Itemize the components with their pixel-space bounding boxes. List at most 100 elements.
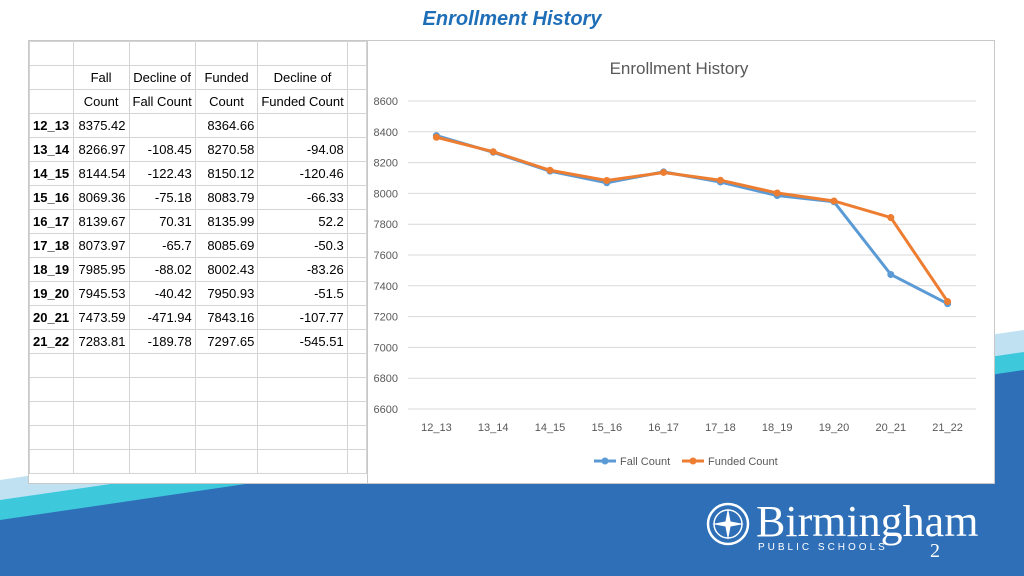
table-row: 16_17 8139.67 70.31 8135.99 52.2 [29,209,367,234]
header-fall-count: Count [72,89,130,114]
table-row: 18_19 7985.95 -88.02 8002.43 -83.26 [29,257,367,282]
header-decline-funded: Decline of [257,65,348,90]
cell-funded-decline: -83.26 [257,257,348,282]
chart-series [432,132,952,308]
y-tick-label: 8000 [374,188,398,200]
row-label: 17_18 [29,233,74,258]
row-label: 19_20 [29,281,74,306]
cell-funded: 8135.99 [194,209,259,234]
header-funded-count-decline: Funded Count [257,89,348,114]
table-blank-row [29,401,367,426]
cell-funded: 8002.43 [194,257,259,282]
table-row: 17_18 8073.97 -65.7 8085.69 -50.3 [29,233,367,258]
table-row: 15_16 8069.36 -75.18 8083.79 -66.33 [29,185,367,210]
table-header-row-2: Count Fall Count Count Funded Count [29,89,367,114]
row-label: 16_17 [29,209,74,234]
birmingham-logo: Birmingham PUBLIC SCHOOLS [704,497,1014,564]
cell-funded: 8270.58 [194,137,259,162]
data-point [660,168,668,176]
table-row: 12_13 8375.42 8364.66 [29,113,367,138]
chart-panel: Enrollment History 6600 6800 7000 7200 7400 7… [367,40,995,484]
cell-fall-decline: -40.42 [128,281,196,306]
enrollment-line-chart: Enrollment History 6600 6800 7000 7200 7400 7… [374,59,976,468]
y-tick-label: 8400 [374,127,398,139]
y-tick-label: 7200 [374,312,398,324]
cell-funded-decline [257,113,348,138]
slide-title: Enrollment History [422,8,602,30]
data-point [887,214,895,222]
legend-marker [689,457,697,465]
data-point [603,176,611,184]
data-point [773,189,781,197]
y-tick-label: 7600 [374,250,398,262]
y-tick-label: 6800 [374,373,398,385]
cell-funded: 8085.69 [194,233,259,258]
cell-fall: 7473.59 [72,305,130,330]
cell-fall-decline: -108.45 [128,137,196,162]
chart-title: Enrollment History [610,59,749,78]
cell-fall: 8139.67 [72,209,130,234]
x-axis-ticks: 12_13 13_14 14_15 15_16 16_17 17_18 18_19 19_20… [421,422,963,434]
cell-fall: 8073.97 [72,233,130,258]
cell-fall: 8266.97 [72,137,130,162]
header-fall-count-decline: Fall Count [128,89,196,114]
cell-fall-decline: -88.02 [128,257,196,282]
data-point [432,133,440,141]
row-label: 21_22 [29,329,74,354]
logo-wordmark: Birmingham [756,497,979,546]
x-tick-label: 18_19 [762,422,793,434]
logo-subtitle: PUBLIC SCHOOLS [758,542,888,553]
data-point [830,197,838,205]
y-tick-label: 7800 [374,219,398,231]
row-label: 14_15 [29,161,74,186]
cell-funded: 8150.12 [194,161,259,186]
enrollment-table-sheet: Fall Decline of Funded Decline of Count … [28,40,368,484]
row-label: 20_21 [29,305,74,330]
cell-fall: 8375.42 [72,113,130,138]
y-tick-label: 7000 [374,342,398,354]
header-fall: Fall [72,65,130,90]
cell-fall-decline: -75.18 [128,185,196,210]
x-tick-label: 14_15 [535,422,566,434]
table-row: 13_14 8266.97 -108.45 8270.58 -94.08 [29,137,367,162]
x-tick-label: 12_13 [421,422,452,434]
table-blank-row [29,377,367,402]
x-tick-label: 19_20 [819,422,850,434]
series-line-funded-count [436,135,949,303]
cell-funded-decline: -51.5 [257,281,348,306]
y-tick-label: 7400 [374,281,398,293]
legend-label: Funded Count [708,456,778,468]
row-label: 13_14 [29,137,74,162]
legend-marker [601,457,609,465]
y-axis-ticks: 6600 6800 7000 7200 7400 7600 7800 8000 8200 8400… [374,96,398,416]
x-tick-label: 15_16 [592,422,623,434]
table-blank-row [29,449,367,474]
compass-seal-icon [706,502,750,546]
cell-fall-decline: -189.78 [128,329,196,354]
cell-funded: 8083.79 [194,185,259,210]
cell-funded: 7297.65 [194,329,259,354]
cell-funded-decline: -107.77 [257,305,348,330]
cell-fall: 8144.54 [72,161,130,186]
row-label: 12_13 [29,113,74,138]
cell-funded-decline: -66.33 [257,185,348,210]
enrollment-table: Fall Decline of Funded Decline of Count … [29,41,367,474]
cell-fall-decline: -122.43 [128,161,196,186]
table-blank-row [29,353,367,378]
header-decline-fall: Decline of [128,65,196,90]
series-line-fall-count [435,134,949,306]
x-tick-label: 17_18 [705,422,736,434]
table-row: 19_20 7945.53 -40.42 7950.93 -51.5 [29,281,367,306]
y-tick-label: 6600 [374,404,398,416]
cell-fall-decline: -65.7 [128,233,196,258]
cell-fall: 7283.81 [72,329,130,354]
cell-fall-decline [128,113,196,138]
table-blank-row [29,425,367,450]
cell-fall-decline: -471.94 [128,305,196,330]
cell-fall-decline: 70.31 [128,209,196,234]
table-row: 20_21 7473.59 -471.94 7843.16 -107.77 [29,305,367,330]
x-tick-label: 20_21 [876,422,907,434]
cell-funded-decline: -545.51 [257,329,348,354]
cell-funded: 8364.66 [194,113,259,138]
cell-funded-decline: -50.3 [257,233,348,258]
